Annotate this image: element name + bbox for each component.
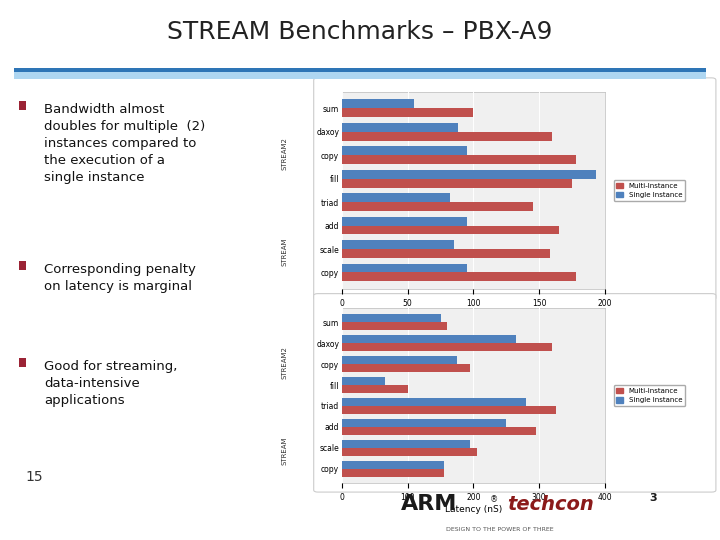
Legend: Multi-Instance, Single Instance: Multi-Instance, Single Instance <box>613 180 685 201</box>
FancyBboxPatch shape <box>314 78 716 300</box>
Bar <box>342 226 559 234</box>
Bar <box>342 108 474 117</box>
Bar <box>342 448 477 456</box>
Text: STREAM2: STREAM2 <box>282 346 287 379</box>
Bar <box>342 179 572 187</box>
Legend: Multi-Instance, Single Instance: Multi-Instance, Single Instance <box>613 385 685 406</box>
Bar <box>342 427 536 435</box>
Bar <box>342 132 552 140</box>
Bar <box>342 406 556 414</box>
Bar <box>342 343 552 351</box>
Text: Bandwidth almost
doubles for multiple  (2)
instances compared to
the execution o: Bandwidth almost doubles for multiple (2… <box>45 103 206 184</box>
Bar <box>19 261 26 271</box>
Text: DESIGN TO THE POWER OF THREE: DESIGN TO THE POWER OF THREE <box>446 526 554 531</box>
Bar <box>342 193 450 202</box>
Bar <box>342 385 408 393</box>
Text: STREAM: STREAM <box>282 238 287 266</box>
Bar <box>342 264 467 273</box>
Bar <box>342 461 444 469</box>
X-axis label: Latency (nS): Latency (nS) <box>445 505 502 514</box>
Bar <box>342 155 576 164</box>
Bar <box>342 398 526 406</box>
Text: 3: 3 <box>649 493 657 503</box>
Text: STREAM Benchmarks – PBX-A9: STREAM Benchmarks – PBX-A9 <box>167 21 553 44</box>
Bar <box>342 335 516 343</box>
Text: Good for streaming,
data-intensive
applications: Good for streaming, data-intensive appli… <box>45 360 178 407</box>
Bar <box>342 123 458 132</box>
Bar <box>19 358 26 367</box>
Text: Corresponding penalty
on latency is marginal: Corresponding penalty on latency is marg… <box>45 263 197 293</box>
Bar <box>342 419 506 427</box>
Bar <box>342 356 457 364</box>
Bar <box>19 101 26 110</box>
Bar <box>342 146 467 155</box>
Bar <box>342 99 414 108</box>
Bar <box>342 322 447 330</box>
Text: ®: ® <box>490 495 498 504</box>
Bar <box>342 249 549 258</box>
Bar <box>342 364 470 372</box>
Bar <box>342 469 444 477</box>
Text: 15: 15 <box>25 470 43 484</box>
Bar <box>342 273 576 281</box>
Bar <box>342 440 470 448</box>
Text: STREAM: STREAM <box>282 436 287 464</box>
Bar <box>342 170 595 179</box>
X-axis label: Bandwidth [MB/s]: Bandwidth [MB/s] <box>433 310 513 319</box>
Text: techcon: techcon <box>507 495 593 514</box>
Text: STREAM2: STREAM2 <box>282 137 287 170</box>
Text: ARM: ARM <box>401 494 457 514</box>
Bar <box>342 240 454 249</box>
Bar <box>342 217 467 226</box>
Bar <box>342 377 384 385</box>
Bar <box>342 314 441 322</box>
FancyBboxPatch shape <box>314 294 716 492</box>
Bar <box>342 202 533 211</box>
